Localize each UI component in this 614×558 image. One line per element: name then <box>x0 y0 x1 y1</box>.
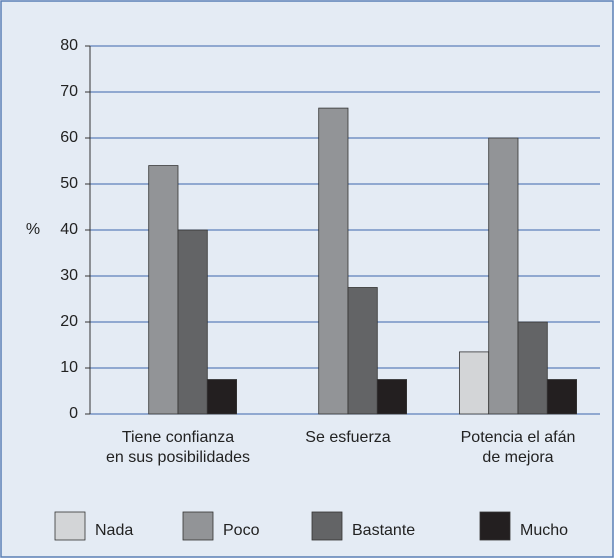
y-tick-label: 20 <box>60 313 78 330</box>
y-tick-label: 10 <box>60 359 78 376</box>
legend-swatch <box>182 511 214 541</box>
y-axis-label: % <box>26 221 40 238</box>
legend-swatch <box>311 511 343 541</box>
x-tick-label: Se esfuerza <box>305 429 391 446</box>
x-tick-label: Potencia el afán de mejora <box>460 429 576 466</box>
bar <box>458 351 490 415</box>
legend-label: Bastante <box>352 522 415 539</box>
bar <box>318 107 349 415</box>
y-tick-label: 30 <box>60 267 78 284</box>
x-tick-label: Tiene confianza en sus posibilidades <box>105 429 251 466</box>
legend-label: Mucho <box>520 522 568 539</box>
bar <box>148 165 179 415</box>
legend-swatch <box>54 511 86 541</box>
bar <box>517 321 548 415</box>
y-tick-label: 80 <box>60 37 78 54</box>
legend-label: Poco <box>223 522 260 539</box>
bar <box>546 379 577 415</box>
y-tick-label: 50 <box>60 175 78 192</box>
y-tick-label: 0 <box>69 405 78 422</box>
y-tick-label: 60 <box>60 129 78 146</box>
bar <box>206 379 238 415</box>
bar <box>488 137 519 415</box>
bar <box>347 287 378 415</box>
legend-swatch <box>479 511 511 541</box>
y-tick-label: 70 <box>60 83 78 100</box>
y-tick-label: 40 <box>60 221 78 238</box>
bar <box>376 379 407 415</box>
legend-label: Nada <box>95 522 133 539</box>
bar <box>177 229 208 415</box>
